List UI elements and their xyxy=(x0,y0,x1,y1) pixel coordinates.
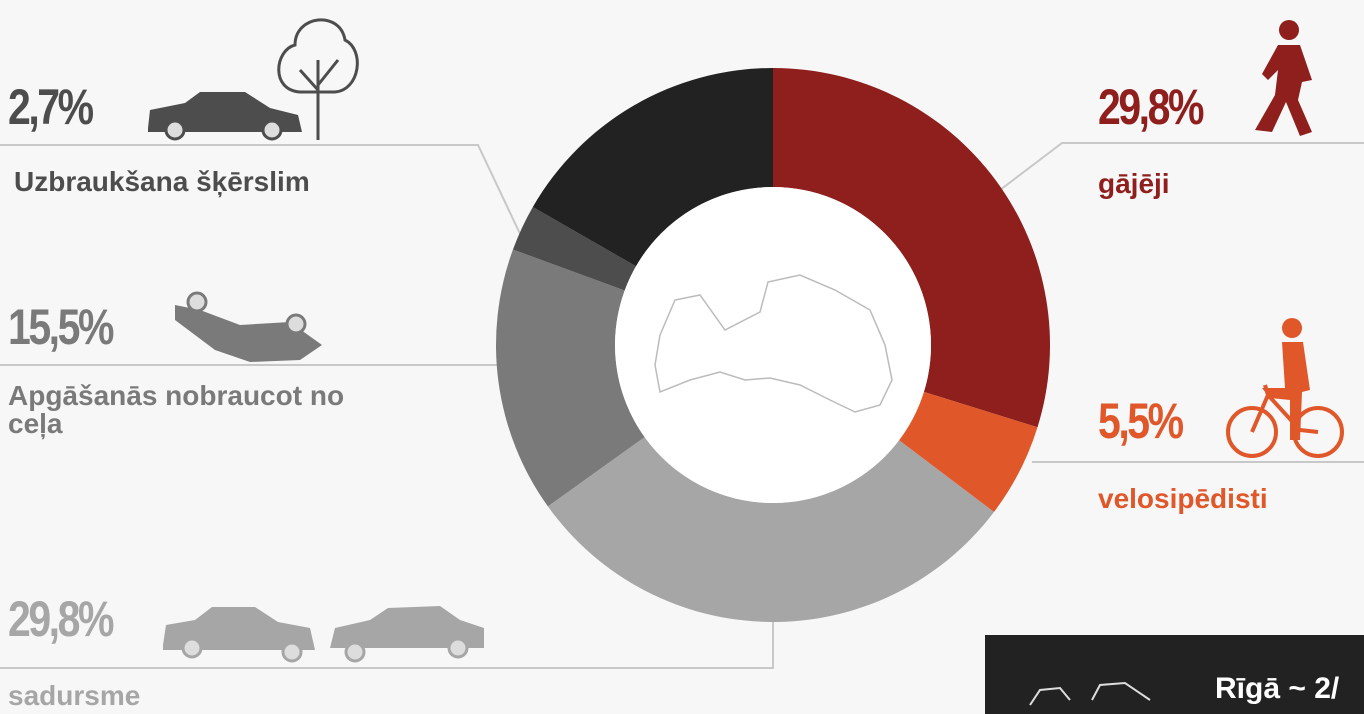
category-label: sadursme xyxy=(8,680,141,711)
pedestrian-icon xyxy=(1255,20,1312,136)
leader-lines xyxy=(0,142,1364,669)
info-box xyxy=(985,635,1364,714)
tree-icon xyxy=(277,18,359,140)
donut-hole xyxy=(615,187,931,503)
flipped-car-icon xyxy=(175,291,322,362)
category-label: velosipēdisti xyxy=(1098,483,1268,514)
value-label: 29,8% xyxy=(8,591,114,647)
cars-icon xyxy=(163,606,484,663)
donut-segment xyxy=(773,68,1050,428)
value-label: 29,8% xyxy=(1098,79,1204,135)
donut-segment xyxy=(512,207,637,291)
map-outline xyxy=(654,274,893,413)
donut xyxy=(496,67,1050,623)
donut-segment xyxy=(899,391,1038,513)
category-label: Apgāšanās nobraucot no ceļa xyxy=(8,380,345,439)
value-label: 15,5% xyxy=(8,299,114,355)
category-label: Uzbraukšana šķērslim xyxy=(14,166,310,197)
mini-map xyxy=(1029,681,1151,706)
car-icon xyxy=(148,92,302,141)
donut-segment xyxy=(496,249,645,507)
value-label: 2,7% xyxy=(8,79,94,135)
category-label: gājēji xyxy=(1098,168,1170,199)
donut-segment xyxy=(547,437,994,623)
value-label: 5,5% xyxy=(1098,393,1184,449)
annotation: Rīgā ~ 2/ xyxy=(1215,672,1340,705)
cyclist-icon xyxy=(1226,318,1344,458)
donut-segment xyxy=(532,67,773,267)
